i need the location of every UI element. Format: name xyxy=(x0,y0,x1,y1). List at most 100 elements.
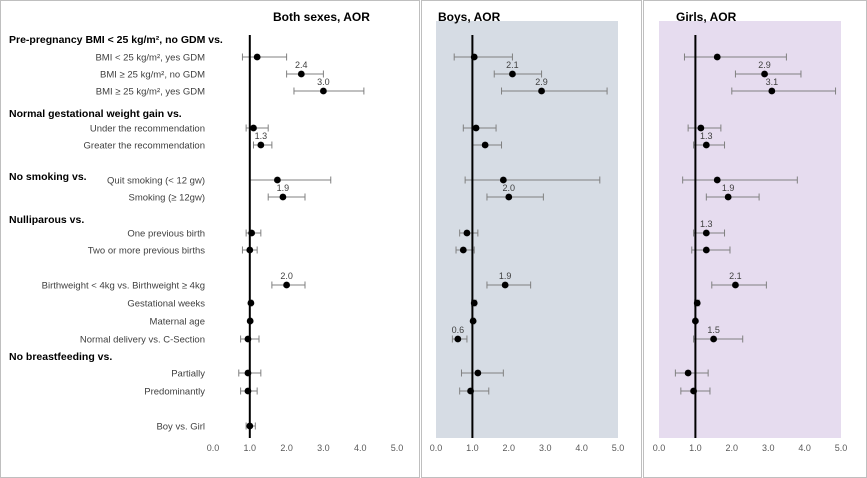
row-label: Smoking (≥ 12gw) xyxy=(129,193,206,204)
aor-point xyxy=(247,299,255,307)
x-tick-label: 1.0 xyxy=(244,443,257,453)
row-label: Normal delivery vs. C-Section xyxy=(80,335,205,346)
aor-value-label: 2.1 xyxy=(506,60,519,70)
x-tick-label: 3.0 xyxy=(762,443,775,453)
x-tick-label: 2.0 xyxy=(503,443,516,453)
aor-point xyxy=(538,87,545,95)
aor-point xyxy=(297,70,305,78)
row-header-label: Nulliparous vs. xyxy=(9,214,84,226)
aor-point xyxy=(505,193,513,201)
x-tick-label: 4.0 xyxy=(354,443,367,453)
aor-point xyxy=(274,176,281,184)
plot-area-background xyxy=(436,21,618,438)
aor-value-label: 1.9 xyxy=(499,271,512,281)
aor-point xyxy=(713,176,721,184)
x-tick-label: 2.0 xyxy=(280,443,293,453)
aor-point xyxy=(710,335,717,343)
marks-layer: 0.0 1.0 2.0 3.0 4.0 5.0 2.4 3.0 1.3 1.9 2.0 0.0 1.0 2… xyxy=(207,35,848,453)
x-tick-label: 0.0 xyxy=(430,443,443,453)
row-label: BMI < 25 kg/m², yes GDM xyxy=(95,53,205,64)
aor-point xyxy=(499,176,507,184)
x-tick-label: 1.0 xyxy=(689,443,702,453)
row-label: Boy vs. Girl xyxy=(156,422,205,433)
aor-point xyxy=(320,87,327,95)
row-header-label: No breastfeeding vs. xyxy=(9,351,112,363)
aor-value-label: 0.6 xyxy=(452,325,465,335)
row-header-label: No smoking vs. xyxy=(9,171,87,183)
x-tick-label: 2.0 xyxy=(726,443,739,453)
aor-point xyxy=(250,124,257,132)
aor-point xyxy=(732,281,739,289)
panel-frame xyxy=(0,0,420,478)
aor-point xyxy=(501,281,509,289)
aor-point xyxy=(768,87,776,95)
marks-both-sexes: 0.0 1.0 2.0 3.0 4.0 5.0 2.4 3.0 1.3 1.9 2.0 xyxy=(207,35,404,453)
aor-point xyxy=(724,193,732,201)
aor-value-label: 3.0 xyxy=(317,77,330,87)
aor-value-label: 2.0 xyxy=(280,271,293,281)
x-tick-label: 3.0 xyxy=(539,443,552,453)
row-label: Maternal age xyxy=(150,317,205,328)
aor-point xyxy=(509,70,516,78)
row-label: Under the recommendation xyxy=(90,124,205,135)
row-label: Quit smoking (< 12 gw) xyxy=(107,176,205,187)
aor-point xyxy=(713,53,721,61)
panel-title: Girls, AOR xyxy=(676,10,737,24)
panel-girls: Girls, AOR xyxy=(643,0,867,478)
panel-both-sexes: Both sexes, AOR xyxy=(0,0,420,478)
x-tick-label: 4.0 xyxy=(798,443,811,453)
row-header-label: Normal gestational weight gain vs. xyxy=(9,108,182,120)
x-tick-label: 0.0 xyxy=(207,443,220,453)
panel-title: Boys, AOR xyxy=(438,10,501,24)
aor-point xyxy=(702,246,710,254)
aor-point xyxy=(463,229,471,237)
aor-value-label: 1.9 xyxy=(722,183,735,193)
row-label: Birthweight < 4kg vs. Birthweight ≥ 4kg xyxy=(42,281,205,292)
aor-point xyxy=(472,124,480,132)
row-label: Predominantly xyxy=(144,387,205,398)
row-label: Two or more previous births xyxy=(88,246,205,257)
aor-value-label: 3.1 xyxy=(766,77,779,87)
aor-point xyxy=(257,141,265,149)
row-label: BMI ≥ 25 kg/m², yes GDM xyxy=(96,87,205,98)
aor-value-label: 1.9 xyxy=(277,183,290,193)
aor-point xyxy=(459,246,467,254)
aor-value-label: 1.5 xyxy=(707,325,720,335)
x-tick-label: 0.0 xyxy=(653,443,666,453)
panel-title: Both sexes, AOR xyxy=(273,10,370,24)
aor-value-label: 2.9 xyxy=(758,60,771,70)
aor-value-label: 2.4 xyxy=(295,60,308,70)
x-tick-label: 4.0 xyxy=(575,443,588,453)
x-tick-label: 5.0 xyxy=(835,443,848,453)
marks-girls: 0.0 1.0 2.0 3.0 4.0 5.0 2.9 3.1 1.3 1.9 1.3 2.1 1.5 xyxy=(653,35,848,453)
row-header-label: Pre-pregnancy BMI < 25 kg/m², no GDM vs. xyxy=(9,34,223,46)
aor-value-label: 2.9 xyxy=(535,77,548,87)
x-tick-label: 5.0 xyxy=(612,443,625,453)
aor-point xyxy=(684,369,692,377)
aor-point xyxy=(481,141,489,149)
aor-point xyxy=(761,70,768,78)
row-labels-layer: Pre-pregnancy BMI < 25 kg/m², no GDM vs.… xyxy=(9,34,223,433)
aor-point xyxy=(279,193,287,201)
aor-point xyxy=(253,53,261,61)
row-label: One previous birth xyxy=(127,229,205,240)
row-label: Partially xyxy=(171,369,205,380)
aor-point xyxy=(283,281,290,289)
x-tick-label: 1.0 xyxy=(466,443,479,453)
row-label: Gestational weeks xyxy=(127,299,205,310)
aor-point xyxy=(702,141,710,149)
aor-point xyxy=(454,335,462,343)
aor-value-label: 1.3 xyxy=(700,131,713,141)
x-tick-label: 3.0 xyxy=(317,443,330,453)
aor-point xyxy=(697,124,705,132)
x-tick-label: 5.0 xyxy=(391,443,404,453)
aor-value-label: 2.1 xyxy=(729,271,742,281)
aor-value-label: 2.0 xyxy=(503,183,516,193)
row-label: BMI ≥ 25 kg/m², no GDM xyxy=(100,70,205,81)
aor-point xyxy=(474,369,482,377)
aor-point xyxy=(702,229,710,237)
row-label: Greater the recommendation xyxy=(84,141,205,152)
marks-boys: 0.0 1.0 2.0 3.0 4.0 5.0 2.1 2.9 2.0 1.9 0.6 xyxy=(430,35,625,453)
panel-boys: Boys, AOR xyxy=(421,0,642,478)
